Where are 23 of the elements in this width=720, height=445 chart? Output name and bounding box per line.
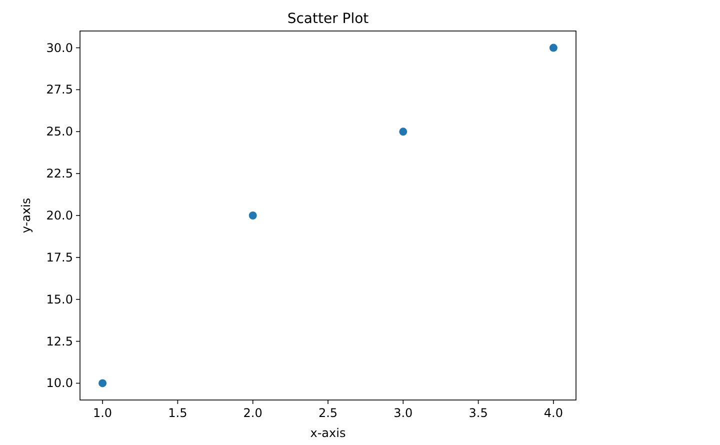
x-tick-label: 2.0 — [243, 406, 262, 420]
y-tick-label: 15.0 — [46, 292, 73, 306]
y-tick-label: 22.5 — [46, 166, 73, 181]
y-tick-label: 17.5 — [46, 250, 73, 264]
x-tick-label: 1.0 — [93, 406, 112, 420]
x-tick-label: 3.0 — [394, 406, 413, 420]
point — [549, 44, 558, 52]
y-tick-label: 10.0 — [46, 376, 73, 390]
y-tick-label: 12.5 — [46, 334, 73, 348]
x-tick-label: 2.5 — [318, 406, 338, 420]
x-tick-label: 1.5 — [168, 406, 188, 420]
x-axis-title: x-axis — [310, 426, 346, 440]
chart-title: Scatter Plot — [287, 11, 370, 27]
y-tick-label: 27.5 — [46, 82, 73, 97]
y-axis-title: y-axis — [19, 198, 33, 234]
x-tick-label: 4.0 — [544, 406, 563, 420]
point — [248, 212, 257, 220]
y-tick-label: 25.0 — [46, 124, 73, 139]
y-tick-label: 20.0 — [46, 208, 73, 222]
y-tick-label: 30.0 — [46, 40, 73, 55]
point — [399, 128, 408, 136]
point — [98, 379, 107, 388]
x-tick-label: 3.5 — [468, 406, 488, 420]
